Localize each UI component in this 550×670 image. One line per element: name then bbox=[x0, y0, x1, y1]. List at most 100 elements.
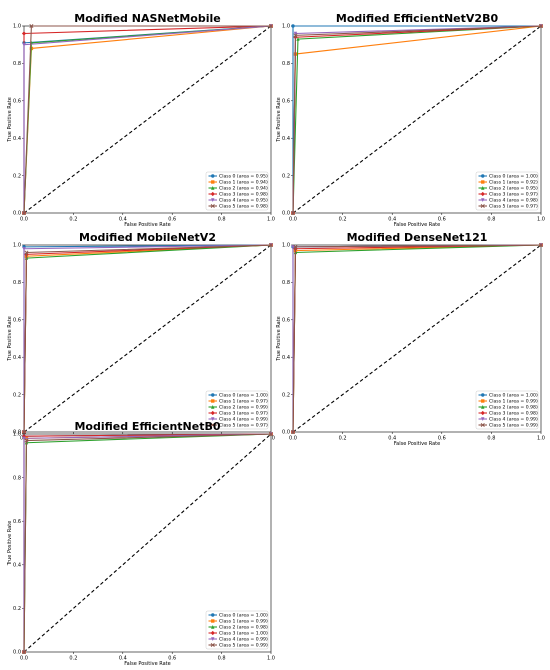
legend-label: Class 2 (area = 0.94) bbox=[219, 186, 268, 192]
legend-marker bbox=[481, 417, 485, 421]
y-tick-label: 0.6 bbox=[282, 318, 290, 324]
y-tick-label: 0.0 bbox=[13, 211, 21, 217]
x-axis-label: False Positive Rate bbox=[124, 222, 170, 228]
legend-label: Class 2 (area = 0.95) bbox=[489, 186, 538, 192]
roc-point bbox=[291, 245, 295, 249]
legend-label: Class 0 (area = 1.00) bbox=[219, 613, 268, 619]
roc-point bbox=[21, 31, 27, 36]
x-tick-label: 1.0 bbox=[267, 656, 275, 662]
y-tick-label: 0.8 bbox=[13, 280, 21, 286]
roc-point bbox=[268, 242, 274, 248]
legend-label: Class 5 (area = 0.99) bbox=[489, 423, 538, 429]
y-tick-label: 1.0 bbox=[282, 243, 290, 249]
legend-marker bbox=[481, 405, 485, 409]
subplot-1: Modified NASNetMobile 0.0 0.2 0.4 0.6 0.8 1.0 0… bbox=[7, 12, 275, 228]
x-tick-label: 0.8 bbox=[487, 436, 495, 442]
legend-marker bbox=[210, 642, 215, 648]
y-tick-label: 0.6 bbox=[13, 519, 21, 525]
legend-label: Class 3 (area = 0.98) bbox=[489, 411, 538, 417]
roc-point bbox=[293, 244, 298, 249]
legend-marker bbox=[480, 410, 485, 416]
roc-point bbox=[293, 33, 298, 38]
x-tick-label: 0.8 bbox=[487, 217, 495, 223]
y-tick-label: 0.6 bbox=[13, 318, 21, 324]
legend-marker bbox=[211, 186, 215, 190]
series-class-5 bbox=[21, 23, 274, 216]
legend-marker bbox=[481, 180, 485, 184]
legend-box bbox=[475, 390, 539, 430]
series-class-5 bbox=[290, 242, 544, 435]
legend-label: Class 1 (area = 0.94) bbox=[219, 180, 268, 186]
x-tick-label: 0.4 bbox=[119, 217, 127, 223]
x-tick-label: 0.2 bbox=[339, 217, 347, 223]
legend-label: Class 1 (area = 0.97) bbox=[219, 399, 268, 405]
y-tick-label: 0.8 bbox=[282, 280, 290, 286]
subplot-5: Modified EfficientNetB0 0.0 0.2 0.4 0.6 0.8 1.… bbox=[7, 420, 275, 667]
roc-point bbox=[290, 210, 296, 216]
roc-point bbox=[21, 649, 27, 655]
legend-marker bbox=[481, 393, 485, 397]
subplot-4: Modified DenseNet121 0.0 0.2 0.4 0.6 0.8 1.0 0.… bbox=[276, 231, 545, 447]
series-class-5 bbox=[21, 242, 274, 435]
legend-marker bbox=[211, 637, 215, 641]
y-tick-label: 1.0 bbox=[13, 432, 21, 438]
roc-point bbox=[21, 210, 27, 216]
y-tick-label: 0.4 bbox=[282, 136, 290, 142]
legend-label: Class 0 (area = 1.00) bbox=[489, 393, 538, 399]
roc-point bbox=[22, 247, 26, 251]
diagonal-reference-line bbox=[292, 25, 542, 214]
y-axis-label: True Positive Rate bbox=[7, 97, 13, 143]
legend-box bbox=[205, 171, 269, 211]
y-tick-label: 0.0 bbox=[13, 650, 21, 656]
y-tick-label: 0.8 bbox=[282, 61, 290, 67]
roc-point bbox=[29, 23, 34, 29]
x-tick-label: 0.0 bbox=[289, 436, 297, 442]
legend-marker bbox=[211, 625, 215, 629]
y-tick-label: 0.2 bbox=[282, 392, 290, 398]
legend-marker bbox=[211, 399, 215, 403]
x-tick-label: 1.0 bbox=[537, 436, 545, 442]
x-tick-label: 0.4 bbox=[388, 436, 396, 442]
y-tick-label: 0.6 bbox=[282, 99, 290, 105]
y-tick-label: 1.0 bbox=[13, 24, 21, 30]
roc-point bbox=[538, 242, 544, 248]
x-tick-label: 0.8 bbox=[218, 217, 226, 223]
chart-title: Modified NASNetMobile bbox=[74, 12, 220, 25]
chart-title: Modified MobileNetV2 bbox=[79, 231, 216, 244]
legend-marker bbox=[481, 198, 485, 202]
y-tick-label: 0.4 bbox=[13, 355, 21, 361]
diagonal-reference-line bbox=[292, 244, 542, 433]
x-tick-label: 0.0 bbox=[289, 217, 297, 223]
legend-marker bbox=[211, 198, 215, 202]
legend-label: Class 2 (area = 0.98) bbox=[489, 405, 538, 411]
x-tick-label: 0.2 bbox=[339, 436, 347, 442]
roc-point bbox=[290, 429, 296, 435]
legend-label: Class 0 (area = 0.95) bbox=[219, 174, 268, 180]
legend: Class 0 (area = 0.95)Class 1 (area = 0.9… bbox=[205, 171, 269, 211]
legend-label: Class 1 (area = 0.99) bbox=[219, 619, 268, 625]
y-axis-label: True Positive Rate bbox=[276, 316, 282, 362]
legend-marker bbox=[211, 180, 215, 184]
y-tick-label: 0.2 bbox=[13, 606, 21, 612]
legend-label: Class 4 (area = 0.99) bbox=[219, 637, 268, 643]
x-tick-label: 1.0 bbox=[537, 217, 545, 223]
subplot-3: Modified MobileNetV20.00.20.40.60.81.00.… bbox=[7, 231, 275, 447]
legend-marker bbox=[481, 174, 485, 178]
x-axis-label: False Positive Rate bbox=[124, 661, 170, 667]
chart-title: Modified EfficientNetV2B0 bbox=[336, 12, 499, 25]
legend-label: Class 0 (area = 1.00) bbox=[219, 393, 268, 399]
legend-box bbox=[475, 171, 539, 211]
roc-point bbox=[538, 23, 544, 29]
legend-label: Class 5 (area = 0.98) bbox=[219, 204, 268, 210]
legend-marker bbox=[210, 630, 215, 636]
x-tick-label: 0.6 bbox=[168, 656, 176, 662]
legend-label: Class 3 (area = 0.97) bbox=[489, 192, 538, 198]
y-tick-label: 0.8 bbox=[13, 61, 21, 67]
legend-marker bbox=[211, 405, 215, 409]
y-tick-label: 0.8 bbox=[13, 475, 21, 481]
x-tick-label: 0.2 bbox=[69, 217, 77, 223]
y-tick-label: 0.2 bbox=[282, 173, 290, 179]
legend-marker bbox=[481, 186, 485, 190]
roc-point bbox=[268, 431, 274, 437]
x-tick-label: 0.6 bbox=[438, 436, 446, 442]
